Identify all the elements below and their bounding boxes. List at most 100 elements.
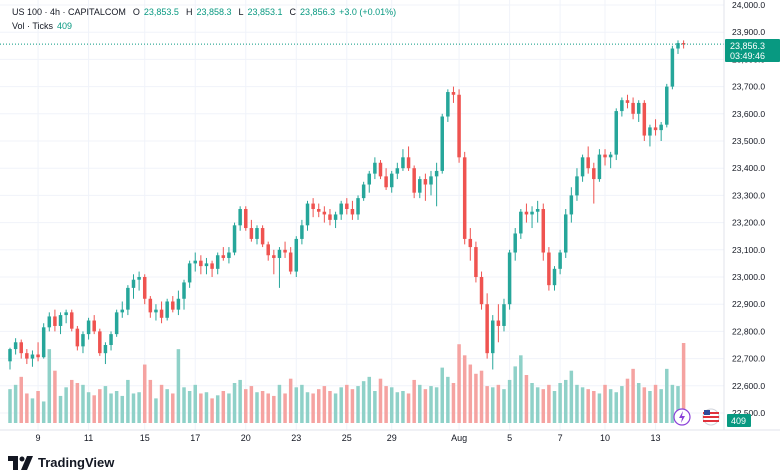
candle-body bbox=[120, 309, 125, 313]
candle bbox=[36, 342, 40, 362]
volume-bar bbox=[148, 379, 153, 423]
volume-bar bbox=[642, 387, 647, 423]
candle-body bbox=[547, 252, 551, 286]
volume-bar bbox=[232, 383, 237, 423]
candle-body bbox=[277, 249, 282, 258]
volume-bar bbox=[429, 386, 433, 423]
volume-bar bbox=[227, 393, 231, 423]
candle bbox=[513, 228, 517, 261]
volume-bar bbox=[406, 393, 411, 423]
volume-bar bbox=[648, 391, 652, 423]
candle bbox=[288, 247, 293, 275]
candle bbox=[586, 146, 590, 174]
candle bbox=[389, 170, 394, 193]
candle-body bbox=[8, 349, 12, 362]
y-tick-label: 23,600.0 bbox=[732, 109, 765, 119]
candle-body bbox=[681, 43, 686, 45]
candle bbox=[30, 350, 35, 367]
y-tick-label: 23,700.0 bbox=[732, 82, 765, 92]
volume-bar bbox=[182, 387, 186, 423]
y-tick-label: 22,900.0 bbox=[732, 299, 765, 309]
volume-bar bbox=[575, 384, 579, 423]
candle bbox=[446, 89, 450, 122]
candle bbox=[187, 260, 192, 288]
volume-bar bbox=[535, 387, 540, 423]
y-tick-label: 23,500.0 bbox=[732, 136, 765, 146]
volume-bar bbox=[333, 393, 338, 423]
candle-body bbox=[86, 320, 91, 335]
candle-body bbox=[41, 327, 46, 358]
candle bbox=[221, 247, 226, 261]
candle-body bbox=[592, 168, 596, 180]
candle bbox=[339, 200, 343, 220]
candle bbox=[552, 266, 557, 291]
candle-body bbox=[395, 168, 400, 174]
candle-body bbox=[311, 203, 315, 209]
time-axis[interactable]: 9 11 15 17 20 23 25 29 Aug 5 7 10 13 bbox=[0, 429, 780, 443]
candle bbox=[440, 113, 444, 174]
candle-body bbox=[406, 157, 411, 169]
volume-bar bbox=[496, 384, 501, 423]
candle-body bbox=[148, 298, 153, 313]
x-tick-label: 9 bbox=[36, 433, 41, 443]
volume-bar bbox=[665, 368, 669, 423]
us-flag-icon[interactable] bbox=[702, 408, 720, 426]
volume-bar bbox=[81, 384, 85, 423]
volume-tag-value: 409 bbox=[731, 416, 746, 426]
volume-bar bbox=[547, 384, 551, 423]
volume-bar bbox=[524, 375, 529, 423]
symbol-title[interactable]: US 100 · 4h · CAPITALCOM bbox=[12, 7, 126, 17]
volume-bar bbox=[322, 386, 327, 423]
candle-body bbox=[530, 211, 534, 215]
y-tick-label: 23,900.0 bbox=[732, 27, 765, 37]
candle-body bbox=[266, 244, 270, 256]
candle-body bbox=[294, 238, 299, 272]
change-value: +3.0 (+0.01%) bbox=[339, 7, 397, 17]
candle bbox=[659, 121, 663, 141]
lightning-icon[interactable] bbox=[673, 408, 691, 426]
volume-bar bbox=[154, 398, 158, 423]
candle bbox=[238, 206, 242, 231]
volume-bar bbox=[603, 384, 607, 423]
candle bbox=[98, 328, 102, 356]
candle-body bbox=[642, 102, 647, 136]
candle bbox=[479, 271, 484, 310]
candle bbox=[406, 146, 411, 171]
price-axis[interactable]: 24,000.023,900.023,800.023,700.023,600.0… bbox=[723, 0, 765, 430]
candle bbox=[53, 309, 57, 332]
volume-bar bbox=[249, 386, 254, 423]
candle bbox=[676, 40, 680, 54]
volume-bar bbox=[171, 393, 175, 423]
volume-bar bbox=[238, 379, 242, 423]
volume-bar bbox=[479, 370, 484, 423]
candle bbox=[653, 119, 658, 136]
volume-label[interactable]: Vol · Ticks bbox=[12, 21, 54, 31]
candle-body bbox=[103, 345, 108, 354]
candle-body bbox=[569, 195, 574, 215]
candle-body bbox=[328, 214, 332, 220]
candle-body bbox=[137, 277, 141, 280]
candle-body bbox=[333, 214, 338, 220]
chart-legend: US 100 · 4h · CAPITALCOM O 23,853.5 H 23,8… bbox=[12, 5, 396, 33]
candle bbox=[592, 162, 596, 204]
volume-bar bbox=[41, 401, 46, 423]
volume-bar bbox=[592, 391, 596, 423]
candle-body bbox=[339, 203, 343, 215]
candle bbox=[300, 219, 304, 245]
candle-body bbox=[53, 316, 57, 326]
candle bbox=[255, 225, 259, 245]
candle bbox=[114, 309, 119, 337]
candle-body bbox=[659, 124, 663, 131]
candle-body bbox=[603, 154, 607, 158]
candle-body bbox=[485, 304, 489, 354]
volume-bar bbox=[98, 389, 102, 423]
candle-body bbox=[154, 309, 158, 313]
tradingview-logo[interactable]: TradingView bbox=[8, 455, 114, 470]
high-label: H bbox=[185, 7, 193, 17]
candle-body bbox=[625, 100, 630, 103]
volume-bar bbox=[277, 384, 282, 423]
volume-bar bbox=[530, 383, 534, 423]
candle bbox=[176, 290, 181, 316]
